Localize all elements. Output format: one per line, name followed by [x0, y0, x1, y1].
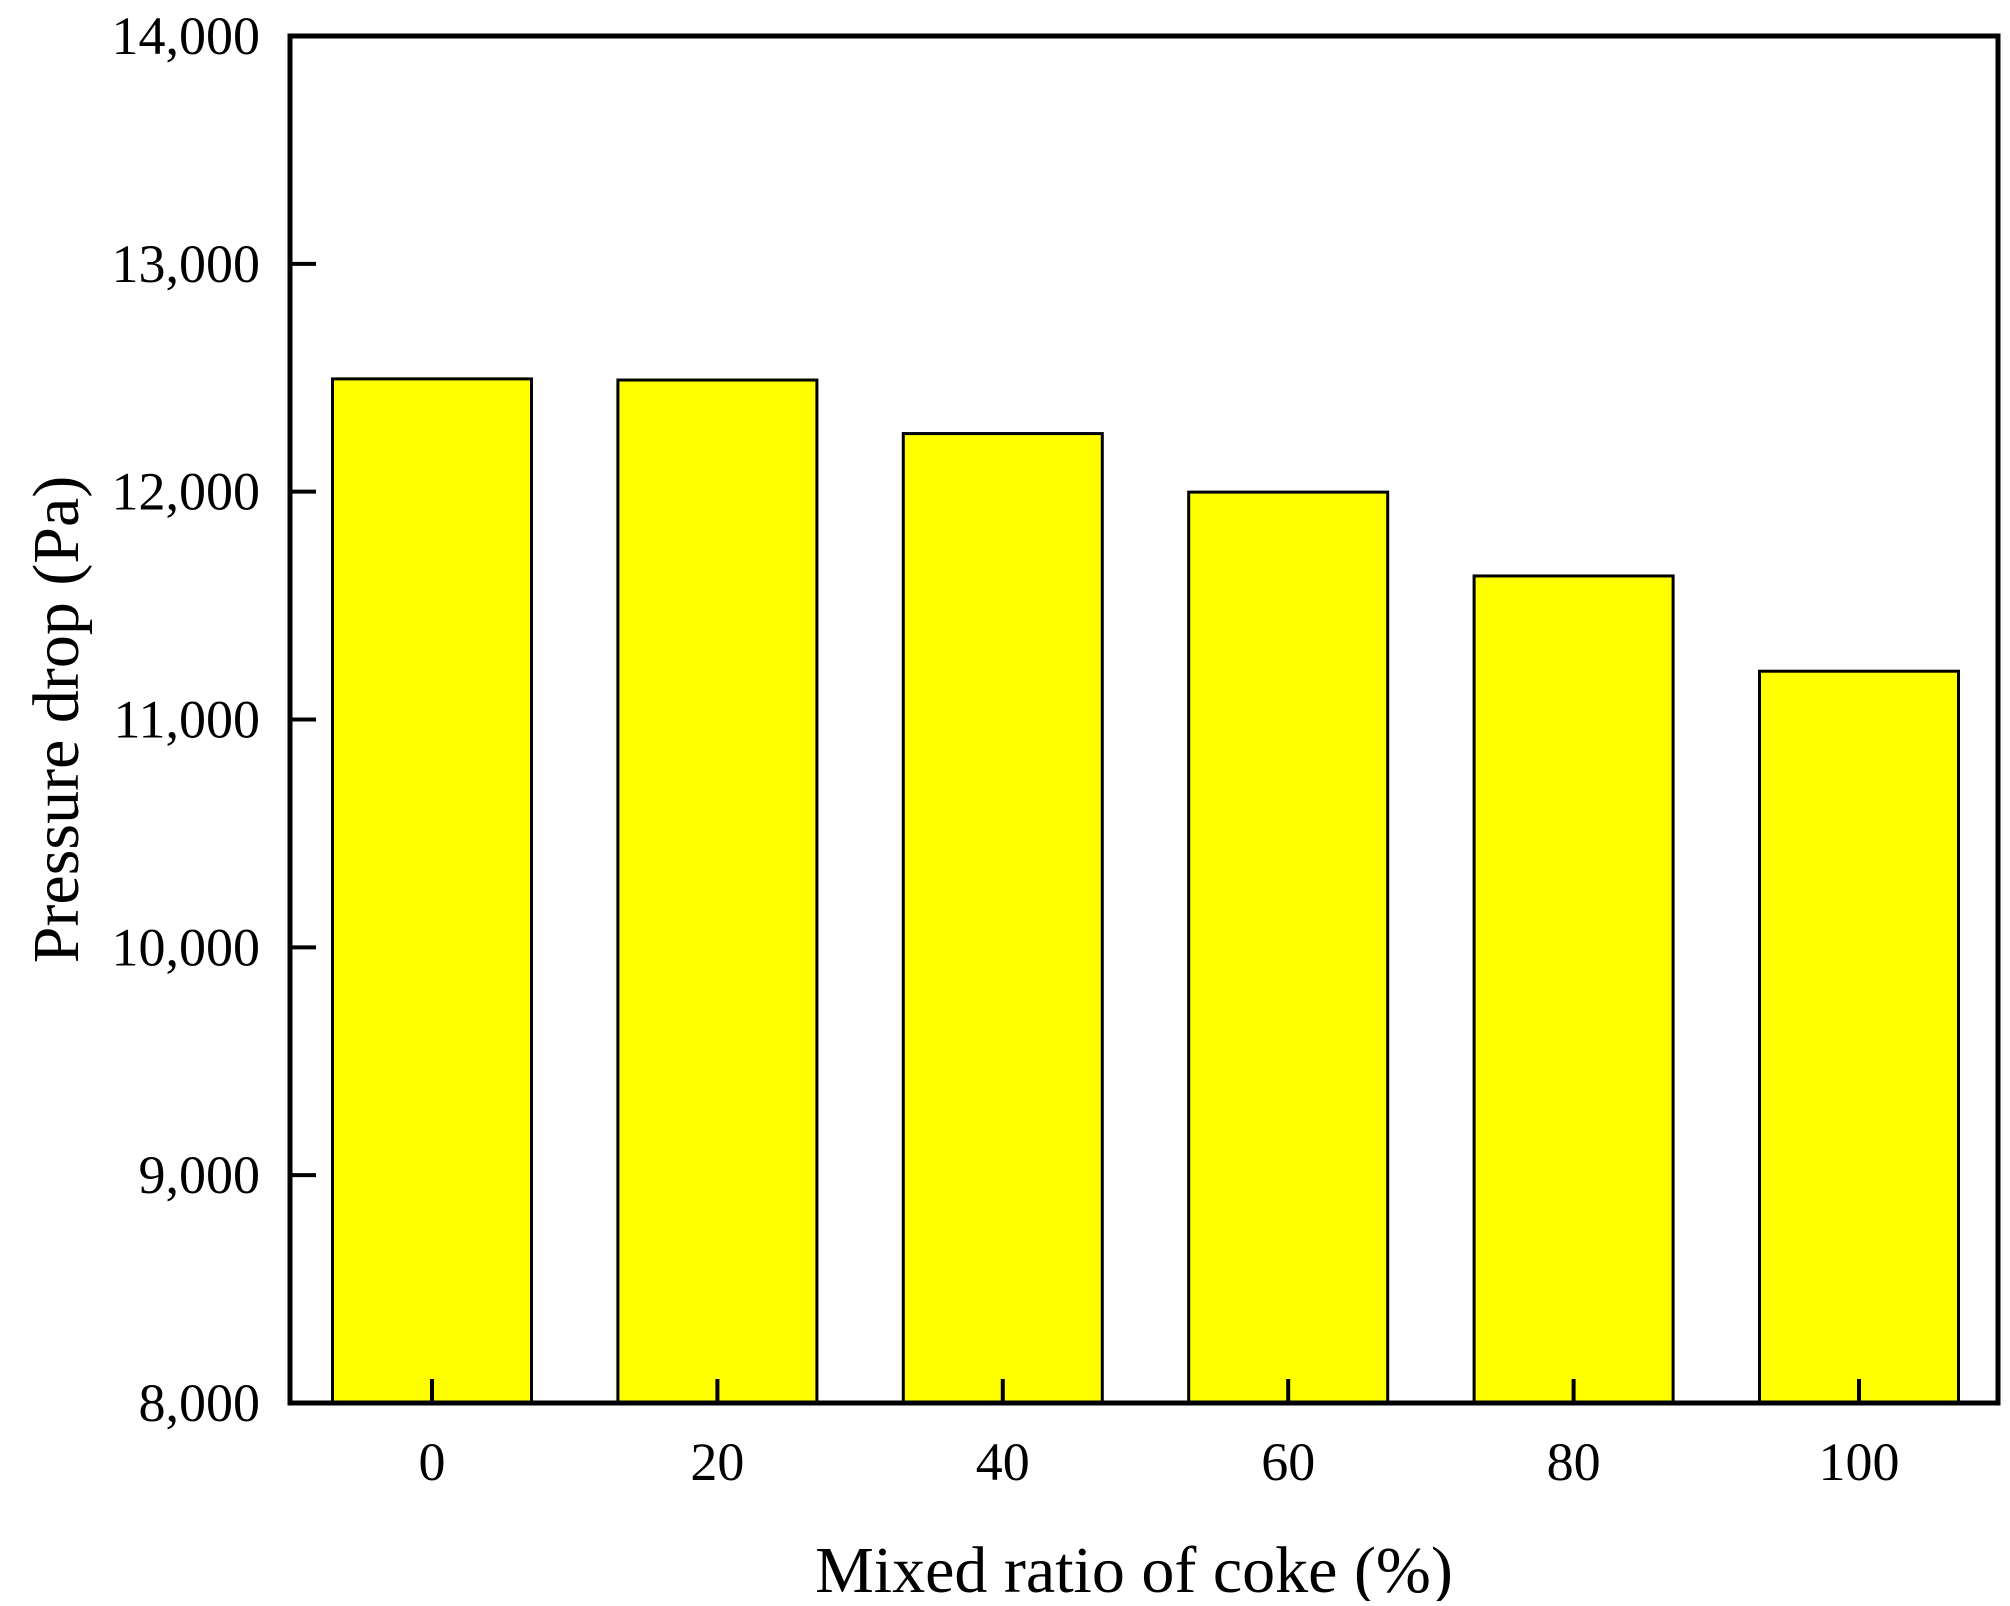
- x-tick-label-80: 80: [1547, 1432, 1601, 1492]
- x-tick-label-60: 60: [1261, 1432, 1315, 1492]
- x-tick-label-100: 100: [1819, 1432, 1900, 1492]
- bar-100: [1758, 669, 1960, 1405]
- bar-40: [901, 432, 1104, 1405]
- y-tick-label-10000: 10,000: [112, 917, 261, 977]
- y-tick-label-9000: 9,000: [139, 1145, 261, 1205]
- bars-layer: [331, 377, 1960, 1405]
- y-tick-label-13000: 13,000: [112, 234, 261, 294]
- x-axis-title: Mixed ratio of coke (%): [815, 1534, 1453, 1601]
- y-tick-label-14000: 14,000: [112, 6, 261, 66]
- ticks-layer: [290, 34, 1861, 1405]
- bar-20: [616, 378, 819, 1405]
- bar-60: [1187, 490, 1390, 1405]
- y-tick-label-11000: 11,000: [114, 690, 261, 750]
- x-tick-label-0: 0: [419, 1432, 446, 1492]
- bar-80: [1472, 574, 1675, 1405]
- plot-frame: [287, 33, 2001, 1406]
- y-tick-label-12000: 12,000: [112, 462, 261, 522]
- x-tick-label-20: 20: [690, 1432, 744, 1492]
- x-tick-label-40: 40: [976, 1432, 1030, 1492]
- y-tick-label-8000: 8,000: [139, 1373, 261, 1433]
- bar-0: [331, 377, 533, 1405]
- y-axis-title: Pressure drop (Pa): [20, 476, 93, 964]
- labels-layer: 0 20 40 60 80 100 8,000 9,000 10,000 11,000 12,000…: [112, 6, 1900, 1492]
